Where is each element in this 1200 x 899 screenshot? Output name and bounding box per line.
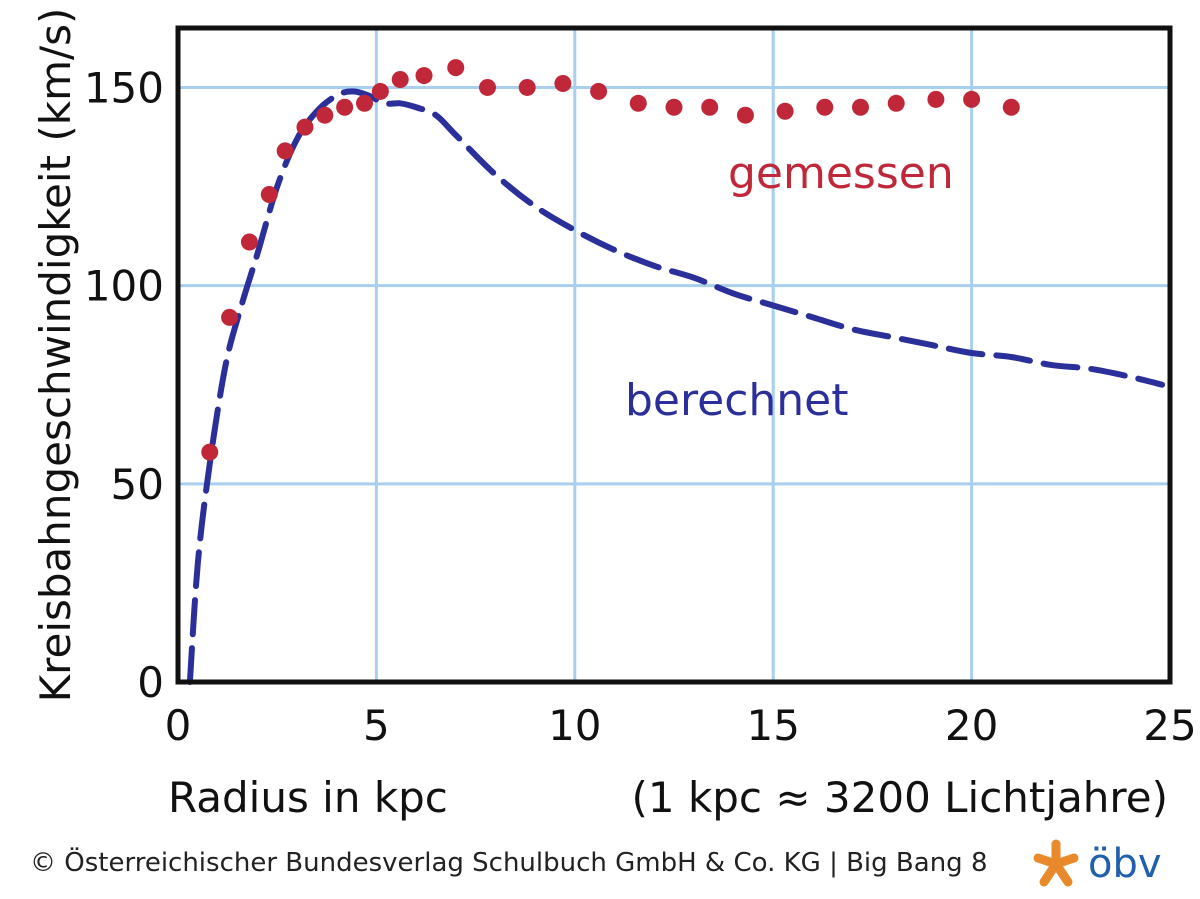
series-label-berechnet: berechnet bbox=[625, 375, 848, 426]
y-tick-label-0: 0 bbox=[137, 658, 164, 707]
series-berechnet bbox=[186, 88, 1166, 685]
obv-star-icon bbox=[1033, 839, 1079, 887]
gemessen-point bbox=[447, 59, 465, 77]
gemessen-point bbox=[355, 94, 373, 112]
y-tick-labels: 0 50 100 150 bbox=[84, 63, 164, 707]
gemessen-point bbox=[963, 90, 981, 108]
copyright-footer: © Österreichischer Bundesverlag Schulbuc… bbox=[30, 848, 988, 878]
gemessen-point bbox=[851, 98, 869, 116]
x-axis-title: Radius in kpc bbox=[168, 773, 448, 822]
y-axis-title: Kreisbahngeschwindigkeit (km/s) bbox=[31, 8, 80, 703]
gemessen-point bbox=[415, 67, 433, 85]
gemessen-point bbox=[479, 78, 497, 96]
gemessen-point bbox=[371, 82, 389, 100]
obv-logo: öbv bbox=[1030, 838, 1162, 890]
gemessen-point bbox=[201, 443, 219, 461]
gemessen-point bbox=[590, 82, 608, 100]
gemessen-point bbox=[701, 98, 719, 116]
gemessen-point bbox=[816, 98, 834, 116]
x-tick-label-5: 5 bbox=[363, 701, 390, 750]
gemessen-point bbox=[554, 74, 572, 92]
series-label-gemessen: gemessen bbox=[728, 148, 954, 199]
gemessen-point bbox=[296, 118, 314, 136]
gemessen-point bbox=[336, 98, 354, 116]
gemessen-point bbox=[927, 90, 945, 108]
plot-frame bbox=[175, 25, 1173, 685]
x-tick-label-15: 15 bbox=[746, 701, 799, 750]
gemessen-point bbox=[260, 185, 278, 203]
y-tick-label-150: 150 bbox=[84, 63, 164, 112]
gemessen-point bbox=[391, 71, 409, 89]
x-tick-labels: 0 5 10 15 20 25 bbox=[165, 701, 1197, 750]
x-tick-label-0: 0 bbox=[165, 701, 192, 750]
series-gemessen bbox=[201, 59, 1020, 461]
gemessen-point bbox=[629, 94, 647, 112]
grid-lines bbox=[178, 28, 1170, 682]
gemessen-point bbox=[887, 94, 905, 112]
gemessen-point bbox=[736, 106, 754, 124]
gemessen-point bbox=[276, 142, 294, 160]
x-tick-label-20: 20 bbox=[945, 701, 998, 750]
gemessen-point bbox=[518, 78, 536, 96]
x-axis-note: (1 kpc ≈ 3200 Lichtjahre) bbox=[631, 773, 1168, 822]
obv-logo-text: öbv bbox=[1088, 841, 1162, 887]
x-tick-label-10: 10 bbox=[548, 701, 601, 750]
gemessen-point bbox=[665, 98, 683, 116]
gemessen-point bbox=[316, 106, 334, 124]
gemessen-point bbox=[776, 102, 794, 120]
berechnet-curve bbox=[186, 88, 1166, 685]
gemessen-point bbox=[240, 233, 258, 251]
y-tick-label-50: 50 bbox=[111, 460, 164, 509]
y-tick-label-100: 100 bbox=[84, 262, 164, 311]
gemessen-point bbox=[1002, 98, 1020, 116]
gemessen-point bbox=[221, 308, 239, 326]
x-tick-label-25: 25 bbox=[1143, 701, 1196, 750]
